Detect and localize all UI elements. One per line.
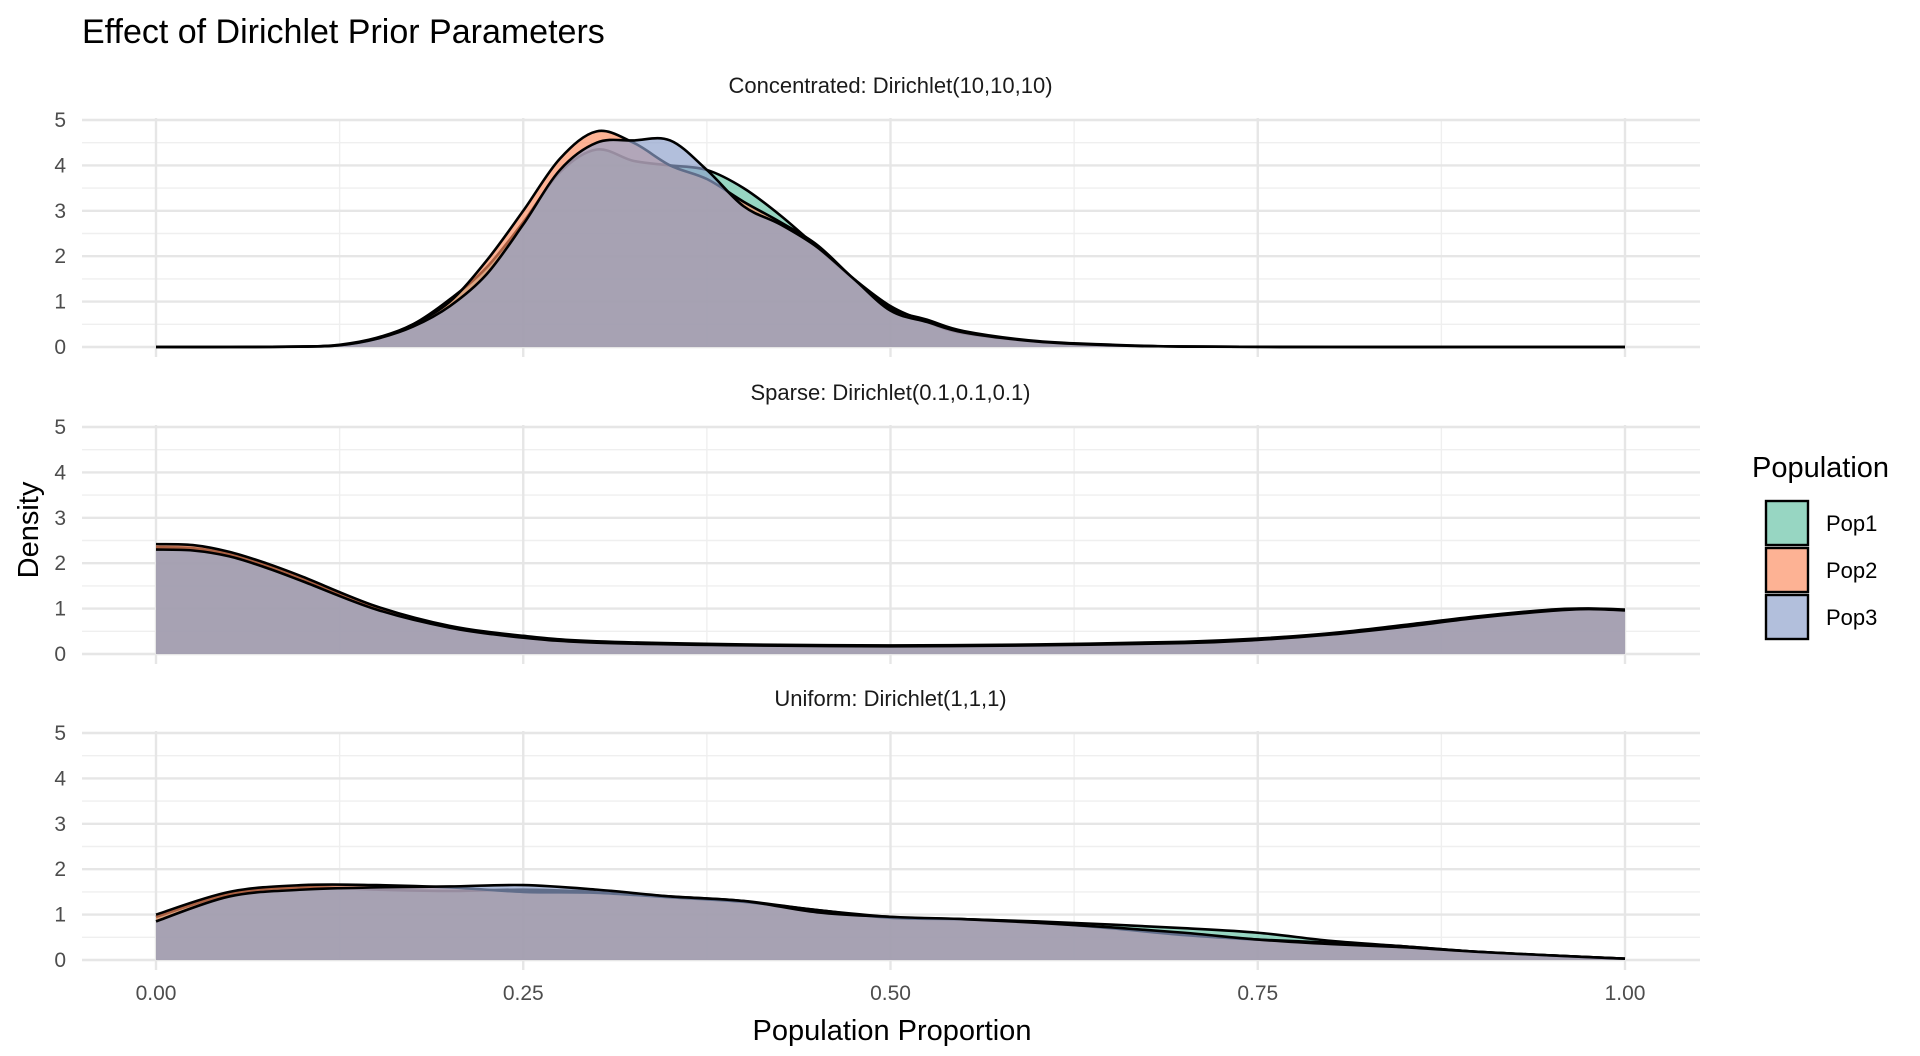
y-tick-label: 3: [54, 200, 66, 223]
density-area: [156, 884, 1625, 960]
y-tick-label: 4: [54, 461, 66, 484]
y-tick-label: 4: [54, 154, 66, 177]
legend-key: [1764, 593, 1810, 641]
density-line: [155, 883, 1626, 960]
y-tick-label: 0: [54, 336, 66, 359]
y-tick-label: 2: [54, 552, 66, 575]
y-tick-label: 0: [54, 643, 66, 666]
y-tick-label: 1: [54, 598, 66, 621]
y-tick-label: 2: [54, 245, 66, 268]
density-series: [155, 542, 1626, 654]
x-tick-label: 0.00: [136, 982, 177, 1005]
chart-title: Effect of Dirichlet Prior Parameters: [82, 13, 605, 51]
y-tick-label: 0: [54, 949, 66, 972]
legend: Population Pop1 Pop2 Pop3: [1752, 452, 1889, 641]
x-axis-title: Population Proportion: [753, 1015, 1032, 1047]
facet-strip-label: Uniform: Dirichlet(1,1,1): [774, 686, 1006, 711]
legend-key: [1764, 499, 1810, 547]
density-area: [156, 549, 1625, 654]
facet-strip-label: Concentrated: Dirichlet(10,10,10): [728, 73, 1052, 98]
density-line: [155, 548, 1626, 648]
facet-panel: Sparse: Dirichlet(0.1,0.1,0.1) 0 1 2 3 4 5: [54, 380, 1700, 666]
y-tick-label: 1: [54, 904, 66, 927]
y-tick-label: 3: [54, 813, 66, 836]
y-tick-label: 5: [54, 416, 66, 439]
y-tick-label: 4: [54, 767, 66, 790]
y-axis-title: Density: [13, 481, 45, 578]
y-tick-label: 5: [54, 109, 66, 132]
y-tick-label: 3: [54, 507, 66, 530]
legend-label: Pop2: [1826, 558, 1877, 583]
density-series: [155, 129, 1625, 349]
facet-panel: Uniform: Dirichlet(1,1,1) 0 1 2 3 4 5: [54, 686, 1700, 972]
density-area: [156, 138, 1625, 348]
density-series: [155, 883, 1626, 960]
legend-label: Pop1: [1826, 511, 1877, 536]
y-tick-label: 2: [54, 858, 66, 881]
x-tick-label: 0.25: [503, 982, 544, 1005]
y-tick-label: 1: [54, 291, 66, 314]
x-tick-label: 1.00: [1605, 982, 1646, 1005]
x-tick-label: 0.50: [870, 982, 911, 1005]
legend-key: [1764, 546, 1810, 594]
legend-title: Population: [1752, 452, 1889, 484]
facet-panel: Concentrated: Dirichlet(10,10,10) 0 1 2 3 4 5: [54, 73, 1700, 359]
facet-panels: Concentrated: Dirichlet(10,10,10)012345S…: [54, 73, 1700, 1005]
x-tick-label: 0.75: [1237, 982, 1278, 1005]
density-line: [155, 136, 1625, 349]
legend-label: Pop3: [1826, 605, 1877, 630]
facet-strip-label: Sparse: Dirichlet(0.1,0.1,0.1): [750, 380, 1030, 405]
y-tick-label: 5: [54, 722, 66, 745]
